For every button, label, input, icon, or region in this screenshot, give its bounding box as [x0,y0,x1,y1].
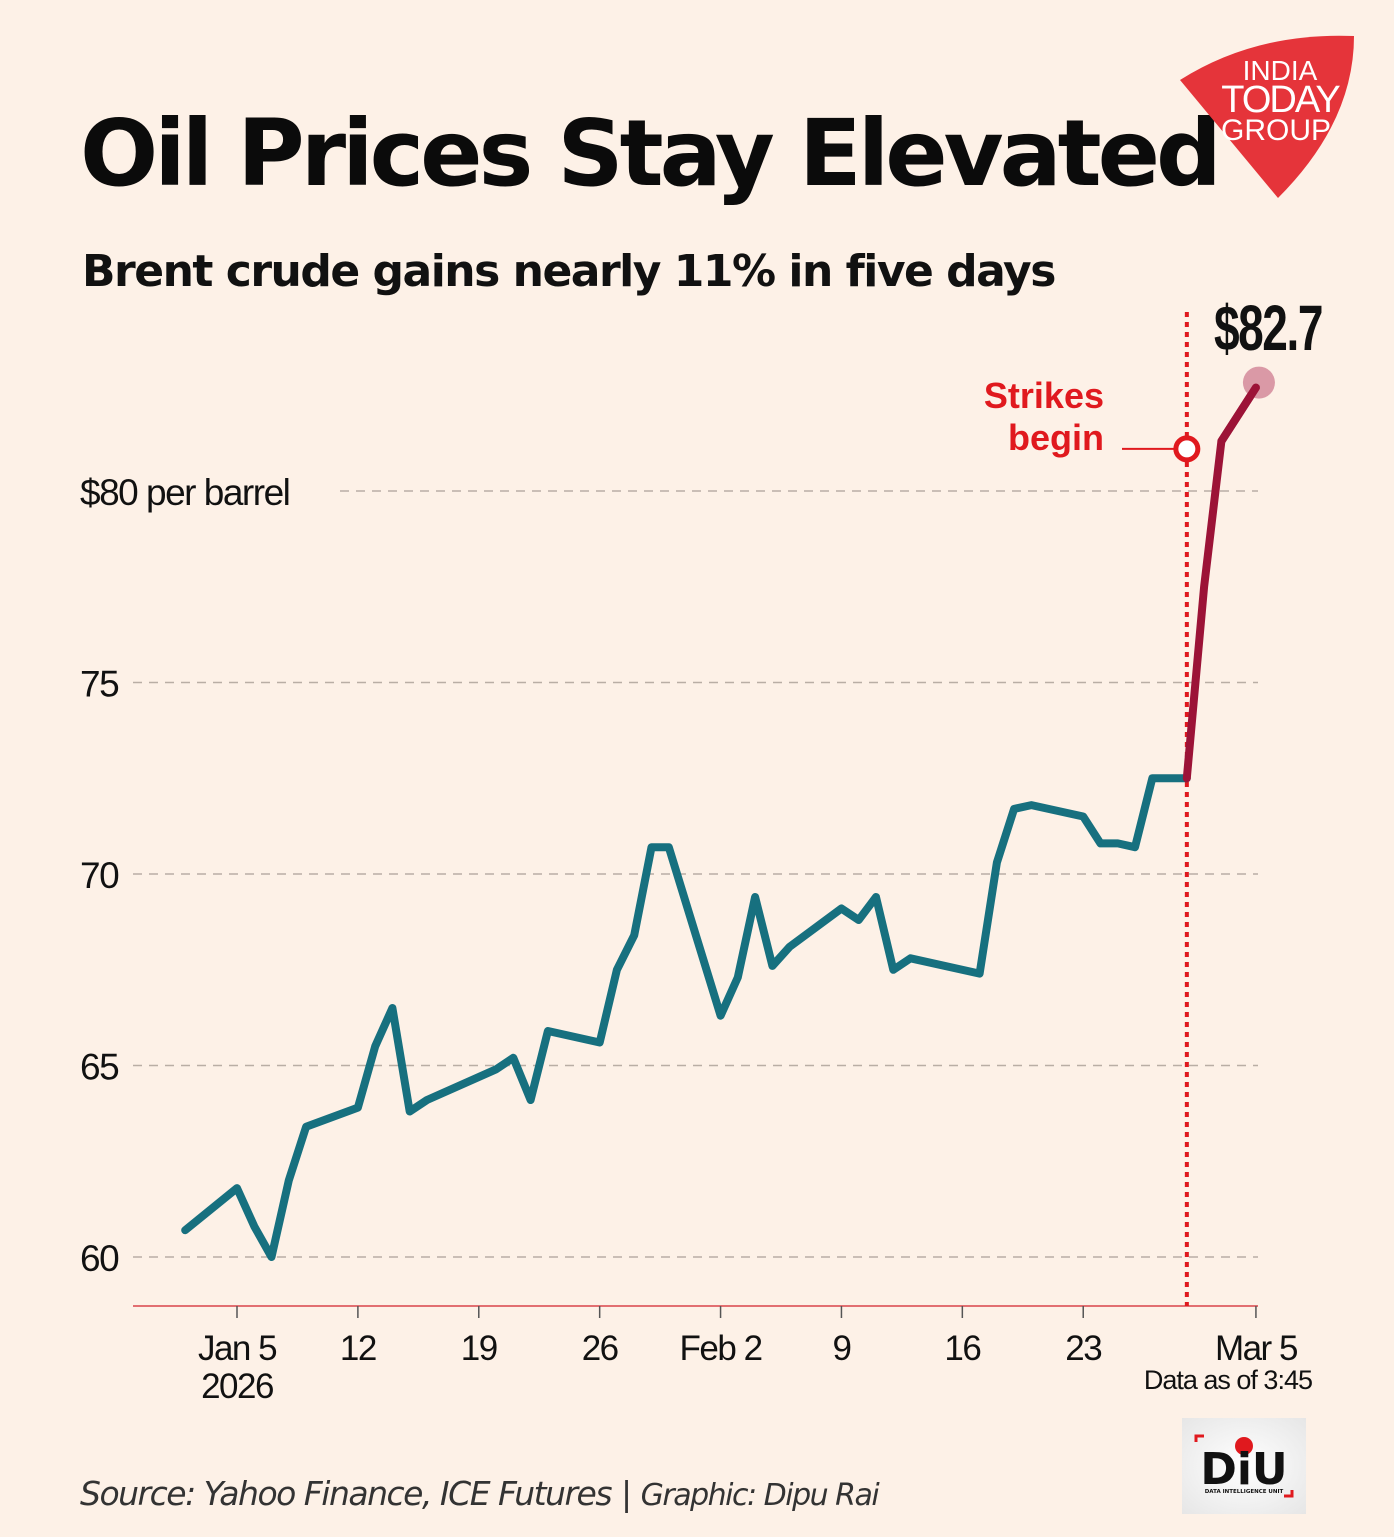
chart-subtitle: Brent crude gains nearly 11% in five day… [82,246,1056,297]
x-tick-label: Mar 5 [1215,1329,1297,1368]
y-tick-label: 65 [80,1047,119,1088]
svg-text:DiU: DiU [1200,1444,1287,1495]
source-text: Source: Yahoo Finance, ICE Futures [80,1474,613,1513]
separator: | [621,1474,632,1513]
source-credit: Source: Yahoo Finance, ICE Futures | Graph… [80,1474,880,1513]
x-tick-sublabel: Data as of 3:45 [1144,1365,1312,1395]
x-tick-label: 16 [944,1329,980,1368]
chart-title: Oil Prices Stay Elevated [80,100,1222,207]
x-tick-label: 9 [832,1329,850,1368]
x-tick-label: 26 [582,1329,618,1368]
strikes-label: Strikes [984,375,1104,416]
y-tick-label: 70 [80,855,119,896]
x-tick-sublabel: 2026 [201,1367,273,1406]
svg-text:TODAY: TODAY [1221,79,1340,121]
x-tick-label: Jan 5 [198,1329,276,1368]
end-segment [1217,383,1260,446]
price-line-before-strikes [181,774,1191,1261]
y-tick-label: $80 per barrel [80,472,289,513]
x-tick-label: 12 [340,1329,376,1368]
begin-label: begin [1008,417,1104,458]
y-tick-label: 60 [80,1238,119,1279]
india-today-group-logo: INDIA TODAY GROUP [1180,35,1354,198]
svg-text:DATA INTELLIGENCE UNIT: DATA INTELLIGENCE UNIT [1205,1489,1284,1495]
diu-logo: DiU DATA INTELLIGENCE UNIT [1182,1418,1306,1514]
strike-marker [1173,435,1201,463]
x-tick-label: Feb 2 [680,1329,762,1368]
y-tick-label: 75 [80,664,119,705]
graphic-credit: Graphic: Dipu Rai [640,1478,880,1513]
x-tick-label: 23 [1065,1329,1101,1368]
x-tick-label: 19 [461,1329,497,1368]
svg-text:GROUP: GROUP [1221,114,1331,147]
svg-text:INDIA: INDIA [1243,55,1318,86]
end-value-label: $82.7 [1214,293,1322,364]
